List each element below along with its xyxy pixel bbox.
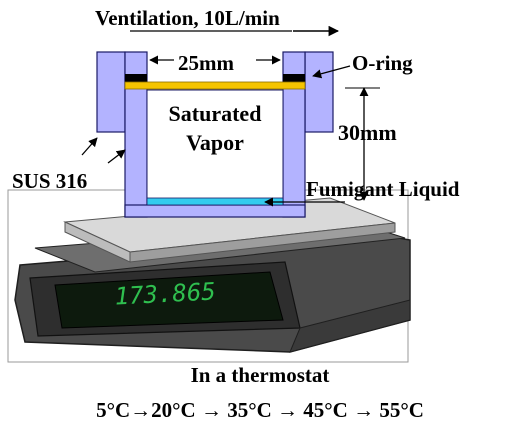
sus-pointer-wall	[107, 149, 126, 164]
width-label: 25mm	[178, 51, 234, 75]
oring-pointer	[312, 65, 351, 79]
fumigant-liquid	[146, 197, 284, 206]
liquid-label: Fumigant Liquid	[306, 177, 460, 201]
vapor-label-line2: Vapor	[186, 130, 244, 155]
scale-side	[289, 299, 411, 353]
display-reading: 173.865	[114, 277, 216, 310]
material-label: SUS 316	[12, 169, 87, 193]
oring-right	[283, 74, 305, 82]
thermostat-label: In a thermostat	[191, 363, 330, 387]
height-label: 30mm	[338, 120, 397, 145]
sus-pointer-flange	[81, 137, 98, 156]
oring-label: O-ring	[352, 51, 413, 75]
membrane-lid	[124, 81, 306, 90]
balance-scale: 173.865	[14, 197, 411, 353]
vessel-cavity	[146, 89, 284, 206]
right-flange	[304, 51, 334, 133]
vapor-label-line1: Saturated	[169, 101, 262, 126]
ventilation-label: Ventilation, 10L/min	[95, 6, 280, 30]
vessel	[96, 51, 334, 218]
vessel-bottom	[124, 204, 306, 218]
display-window	[54, 271, 284, 329]
oring-left	[125, 74, 147, 82]
weighing-plate-side	[64, 221, 131, 263]
left-flange	[96, 51, 126, 133]
temperature-sequence: 5°C→20°C → 35°C → 45°C → 55°C	[96, 398, 424, 422]
